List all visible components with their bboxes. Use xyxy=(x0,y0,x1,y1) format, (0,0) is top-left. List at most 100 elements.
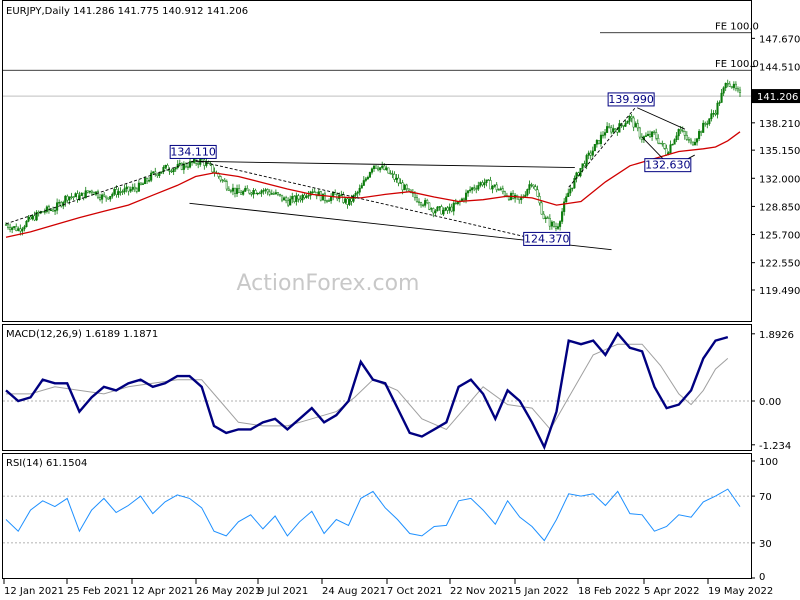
candle-body xyxy=(72,196,75,198)
candle-body xyxy=(462,198,466,201)
candle-body xyxy=(4,224,8,226)
candle-body xyxy=(651,131,654,137)
candle-body xyxy=(109,195,112,200)
candle-body xyxy=(354,193,357,196)
candle-body xyxy=(561,211,564,222)
candle-body xyxy=(246,188,249,191)
watermark: ActionForex.com xyxy=(237,271,420,296)
candle-body xyxy=(278,193,282,196)
candle-body xyxy=(270,193,273,195)
candle-body xyxy=(495,184,498,191)
candle-body xyxy=(601,134,605,137)
candle-body xyxy=(565,196,568,203)
rsi-tick-label: 30 xyxy=(759,539,772,550)
candle-body xyxy=(285,197,288,202)
price-label-box xyxy=(169,144,217,159)
candle-body xyxy=(579,168,582,177)
candle-body xyxy=(436,206,439,212)
candle-body xyxy=(679,129,682,132)
candle-body xyxy=(141,183,145,185)
candle-body xyxy=(589,152,592,156)
candle-body xyxy=(203,159,206,166)
candle-body xyxy=(732,83,735,88)
candle-body xyxy=(677,129,680,137)
candle-body xyxy=(178,162,181,165)
candle-body xyxy=(687,139,690,141)
price-tick-label: 138.210 xyxy=(759,119,800,130)
candle-body xyxy=(364,178,367,181)
candle-body xyxy=(403,184,406,191)
candle-body xyxy=(585,155,588,167)
x-tick-label: 9 Jul 2021 xyxy=(258,586,308,597)
candle-body xyxy=(556,226,560,229)
candle-body xyxy=(250,192,253,195)
candle-body xyxy=(162,167,165,172)
candle-body xyxy=(43,211,46,213)
candle-body xyxy=(563,201,566,212)
x-tick-label: 22 Nov 2021 xyxy=(450,586,514,597)
candle-body xyxy=(569,188,572,194)
candle-body xyxy=(389,172,392,175)
price-tick-label: 141.206 xyxy=(757,92,798,103)
candle-body xyxy=(448,206,451,211)
candle-body xyxy=(107,197,110,200)
candle-body xyxy=(115,189,118,195)
candle-body xyxy=(493,184,496,187)
candle-body xyxy=(622,125,625,127)
candle-body xyxy=(708,118,711,124)
candle-body xyxy=(219,176,222,181)
candle-body xyxy=(385,167,388,170)
macd-panel xyxy=(2,324,752,451)
candle-body xyxy=(554,226,558,229)
candle-body xyxy=(25,220,28,227)
current-price-tag xyxy=(752,89,800,104)
candle-body xyxy=(548,218,551,227)
candle-body xyxy=(503,191,506,196)
candle-body xyxy=(99,196,102,200)
candle-body xyxy=(244,188,247,192)
candle-body xyxy=(689,139,692,143)
candle-body xyxy=(274,192,277,195)
candle-body xyxy=(76,193,79,200)
candle-body xyxy=(256,192,259,195)
candle-body xyxy=(313,191,316,193)
candle-body xyxy=(356,191,359,194)
rsi-tick-label: 0 xyxy=(759,572,765,583)
candle-body xyxy=(413,193,416,198)
rsi-layer xyxy=(3,488,751,544)
candle-body xyxy=(393,173,396,180)
candle-body xyxy=(710,113,713,119)
candle-body xyxy=(13,226,16,228)
candle-body xyxy=(669,144,672,154)
candle-body xyxy=(264,189,267,191)
candle-body xyxy=(738,89,742,93)
candle-body xyxy=(446,207,449,211)
candle-body xyxy=(417,201,421,203)
candle-body xyxy=(305,195,308,198)
macd-signal-line xyxy=(6,343,729,431)
x-tick-label: 18 Feb 2022 xyxy=(578,586,640,597)
candle-body xyxy=(160,171,163,174)
candle-body xyxy=(299,198,302,201)
x-tick-label: 12 Jan 2021 xyxy=(4,586,64,597)
candle-body xyxy=(29,216,32,220)
candle-body xyxy=(438,206,441,208)
candle-body xyxy=(397,177,400,184)
candle-body xyxy=(532,184,535,187)
candle-body xyxy=(736,88,740,91)
candle-body xyxy=(254,190,257,194)
price-tick-label: 144.510 xyxy=(759,63,800,74)
candle-body xyxy=(383,165,386,170)
candle-body xyxy=(542,213,545,219)
candle-body xyxy=(722,87,725,94)
candle-body xyxy=(381,165,384,168)
candle-body xyxy=(117,191,120,195)
candle-body xyxy=(258,192,261,195)
candle-body xyxy=(434,210,437,214)
candle-body xyxy=(33,215,36,221)
candle-body xyxy=(168,170,171,172)
candle-body xyxy=(526,189,529,196)
trendline xyxy=(195,160,575,169)
candle-body xyxy=(501,188,504,193)
